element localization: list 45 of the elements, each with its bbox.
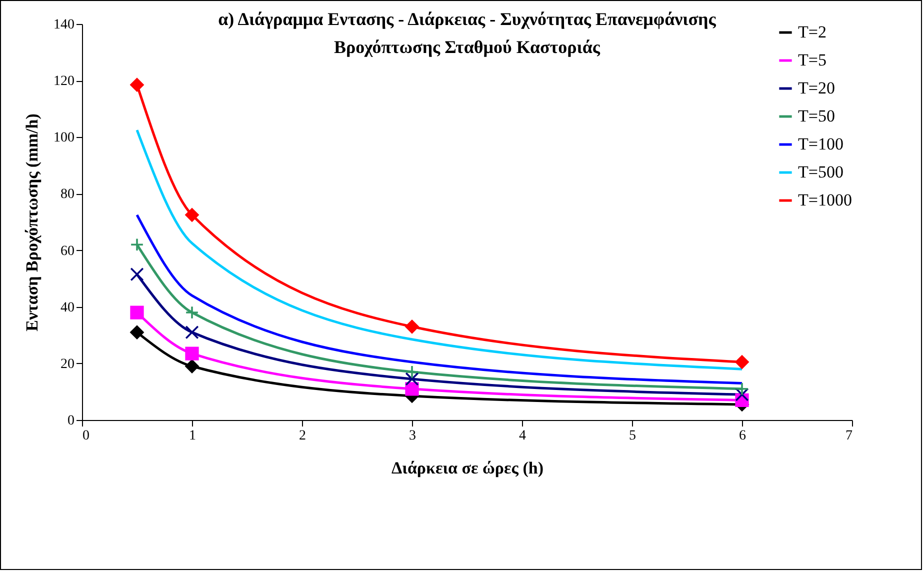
point xyxy=(185,326,199,340)
x-tick-label: 5 xyxy=(629,428,636,444)
point xyxy=(130,78,144,92)
y-tick-label: 120 xyxy=(54,74,74,90)
legend-label: T=100 xyxy=(798,134,844,154)
x-tick-label: 7 xyxy=(846,428,852,444)
point xyxy=(185,306,199,320)
legend-label: T=500 xyxy=(798,162,844,182)
legend-label: T=1000 xyxy=(798,190,852,210)
y-tick-label: 20 xyxy=(60,356,74,372)
text: α) Διάγραμμα Εντασης - Διάρκειας - Συχνότητας Επανεμφάνισης xyxy=(218,9,716,29)
point xyxy=(735,382,749,396)
legend-label: T=2 xyxy=(798,22,826,42)
point xyxy=(405,382,419,396)
x-tick-label: 1 xyxy=(189,428,196,444)
x-tick-label: 3 xyxy=(409,428,416,444)
point xyxy=(405,372,419,386)
x-tick-label: 4 xyxy=(519,428,526,444)
point xyxy=(185,208,199,222)
x-axis-title: Διάρκεια σε ώρες (h) xyxy=(392,458,544,478)
x-tick-label: 6 xyxy=(739,428,746,444)
y-tick-label: 0 xyxy=(68,414,74,428)
y-tick-label: 140 xyxy=(54,18,74,32)
legend-label: T=50 xyxy=(798,106,835,126)
point xyxy=(405,320,419,334)
point xyxy=(185,359,199,374)
x-tick-label: 2 xyxy=(299,428,306,444)
point xyxy=(130,306,144,320)
point xyxy=(185,346,199,360)
y-axis-title: Ενταση Βροχόπτωσης (mm/h) xyxy=(22,114,42,332)
point xyxy=(405,365,419,379)
legend-label: T=20 xyxy=(798,78,835,98)
point xyxy=(130,238,144,252)
point xyxy=(735,355,749,369)
point xyxy=(735,388,749,402)
y-tick-label: 100 xyxy=(54,130,74,146)
point xyxy=(130,268,144,282)
y-tick-label: 40 xyxy=(60,300,74,316)
line-series xyxy=(136,214,744,384)
legend-label: T=5 xyxy=(798,50,826,70)
y-tick-label: 60 xyxy=(60,244,74,259)
y-tick-label: 80 xyxy=(60,187,74,202)
point xyxy=(130,326,144,340)
text: Βροχόπτωσης Σταθμού Καστοριάς xyxy=(334,37,600,57)
x-tick-label: 0 xyxy=(82,428,90,444)
